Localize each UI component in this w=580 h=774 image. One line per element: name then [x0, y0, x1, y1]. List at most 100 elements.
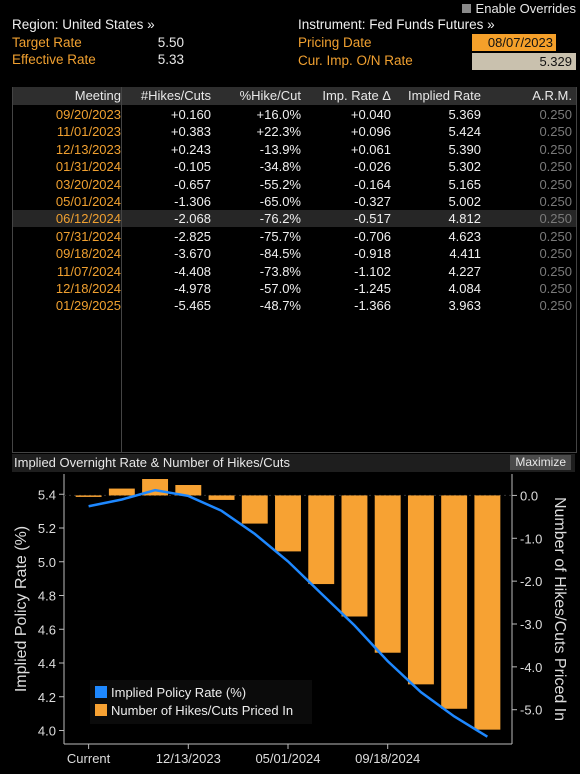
implied-cell: 4.411 [449, 246, 481, 262]
hikes-cell: -3.670 [174, 246, 211, 262]
bar [374, 495, 401, 653]
col-meeting[interactable]: Meeting [74, 88, 121, 103]
enable-overrides-toggle[interactable]: Enable Overrides [461, 1, 576, 16]
pricing-date-label: Pricing Date [298, 35, 372, 50]
region-selector[interactable]: Region: United States » [12, 17, 155, 32]
meeting-cell: 03/20/2024 [55, 176, 121, 192]
delta-cell: +0.096 [350, 124, 391, 140]
effective-rate-value: 5.33 [157, 52, 184, 67]
hikes-cell: -4.978 [174, 281, 211, 296]
bar [407, 495, 434, 685]
x-tick-label: 05/01/2024 [255, 751, 320, 766]
table-row[interactable]: 06/12/2024 -2.068 -76.2% -0.517 4.812 0.250 [13, 210, 576, 228]
table-row[interactable]: 01/31/2024 -0.105 -34.8% -0.026 5.302 0.250 [13, 158, 576, 175]
pct-cell: -84.5% [259, 246, 301, 262]
bar [241, 495, 268, 524]
implied-cell: 5.369 [448, 107, 481, 122]
col-implied-rate[interactable]: Implied Rate [408, 88, 481, 103]
bar [75, 495, 102, 497]
pct-cell: +16.0% [256, 107, 301, 122]
meeting-cell: 07/31/2024 [55, 228, 121, 244]
col-imp-rate-delta[interactable]: Imp. Rate Δ [322, 88, 391, 103]
arm-cell: 0.250 [539, 159, 572, 175]
arm-cell: 0.250 [539, 246, 572, 262]
pricing-date-input[interactable]: 08/07/2023 [472, 34, 556, 51]
maximize-button[interactable]: Maximize [510, 455, 571, 470]
meeting-cell: 11/07/2024 [56, 263, 121, 279]
bar [474, 495, 501, 730]
pct-cell: -57.0% [259, 281, 301, 296]
meeting-cell: 01/29/2025 [55, 298, 121, 314]
x-tick-label: 09/18/2024 [355, 751, 420, 766]
table-row[interactable]: 03/20/2024 -0.657 -55.2% -0.164 5.165 0.250 [13, 176, 576, 193]
cur-imp-rate-input[interactable]: 5.329 [472, 53, 576, 70]
implied-cell: 5.302 [448, 159, 481, 175]
hikes-cell: +0.243 [170, 141, 211, 157]
bar [108, 488, 135, 496]
target-rate-label: Target Rate [12, 35, 82, 50]
delta-cell: -0.517 [354, 211, 391, 227]
y2-axis-title: Number of Hikes/Cuts Priced In [551, 497, 568, 721]
rate-line [88, 488, 489, 738]
cur-imp-rate-label: Cur. Imp. O/N Rate [298, 53, 413, 68]
y2-tick-label: -5.0 [520, 703, 542, 718]
instrument-selector[interactable]: Instrument: Fed Funds Futures » [298, 17, 495, 32]
hikes-cell: -2.068 [174, 211, 211, 227]
hikes-cell: +0.383 [170, 124, 211, 140]
y-tick-label: 4.8 [38, 589, 56, 604]
y2-tick-label: -4.0 [520, 660, 542, 675]
meeting-cell: 11/01/2023 [56, 124, 121, 140]
table-row[interactable]: 09/20/2023 +0.160 +16.0% +0.040 5.369 0.250 [13, 106, 576, 123]
meeting-cell: 09/18/2024 [55, 246, 121, 262]
implied-cell: 3.963 [448, 298, 481, 314]
delta-cell: +0.061 [350, 141, 391, 157]
y-tick-label: 5.2 [38, 521, 56, 536]
pct-cell: -76.2% [259, 211, 301, 227]
arm-cell: 0.250 [539, 194, 572, 209]
table-row[interactable]: 07/31/2024 -2.825 -75.7% -0.706 4.623 0.250 [13, 228, 576, 245]
arm-cell: 0.250 [539, 281, 572, 296]
table-row[interactable]: 12/13/2023 +0.243 -13.9% +0.061 5.390 0.250 [13, 141, 576, 158]
legend-box [90, 680, 312, 724]
y-tick-label: 5.0 [38, 555, 56, 570]
y-tick-label: 5.4 [38, 487, 56, 502]
meeting-cell: 09/20/2023 [55, 107, 121, 122]
bar [341, 495, 368, 617]
legend-line-label: Implied Policy Rate (%) [111, 685, 246, 700]
implied-cell: 4.623 [448, 228, 481, 244]
bar [208, 495, 235, 500]
arm-cell: 0.250 [539, 124, 572, 140]
y-tick-label: 4.2 [38, 690, 56, 705]
table-row[interactable]: 12/18/2024 -4.978 -57.0% -1.245 4.084 0.250 [13, 280, 576, 297]
arm-cell: 0.250 [539, 107, 572, 122]
delta-cell: -0.327 [354, 194, 391, 209]
arm-cell: 0.250 [539, 141, 572, 157]
meeting-cell: 12/13/2023 [55, 141, 121, 157]
implied-cell: 5.390 [448, 141, 481, 157]
checkbox-icon[interactable] [461, 4, 471, 13]
col-hikes-cuts[interactable]: #Hikes/Cuts [140, 88, 211, 103]
bar [308, 495, 335, 585]
col-arm[interactable]: A.R.M. [532, 88, 572, 103]
table-row[interactable]: 01/29/2025 -5.465 -48.7% -1.366 3.963 0.250 [13, 297, 576, 314]
hikes-cell: -4.408 [174, 263, 211, 279]
y2-tick-label: -2.0 [520, 574, 542, 589]
implied-cell: 5.424 [448, 124, 481, 140]
table-row[interactable]: 09/18/2024 -3.670 -84.5% -0.918 4.411 0.250 [13, 245, 576, 262]
implied-cell: 4.084 [448, 281, 481, 296]
chart-header: Implied Overnight Rate & Number of Hikes… [12, 454, 575, 472]
pct-cell: -34.8% [259, 159, 301, 175]
target-rate-value: 5.50 [157, 35, 184, 50]
table-row[interactable]: 11/01/2023 +0.383 +22.3% +0.096 5.424 0.250 [13, 123, 576, 140]
delta-cell: -0.706 [354, 228, 391, 244]
rate-chart: 4.0 4.2 4.4 4.6 4.8 5.0 5.2 5.4 0.0 -1.0 -2.0 -3.0 -… [13, 474, 568, 766]
pct-cell: -48.7% [259, 298, 301, 314]
hikes-cell: -1.306 [174, 194, 211, 209]
col-pct-hike-cut[interactable]: %Hike/Cut [239, 88, 301, 103]
delta-cell: -1.366 [354, 298, 391, 314]
pct-cell: -55.2% [259, 176, 301, 192]
meeting-cell: 06/12/2024 [55, 211, 121, 227]
meetings-table: Meeting #Hikes/Cuts %Hike/Cut Imp. Rate … [12, 87, 577, 453]
table-row[interactable]: 11/07/2024 -4.408 -73.8% -1.102 4.227 0.250 [13, 263, 576, 280]
table-row[interactable]: 05/01/2024 -1.306 -65.0% -0.327 5.002 0.250 [13, 193, 576, 210]
